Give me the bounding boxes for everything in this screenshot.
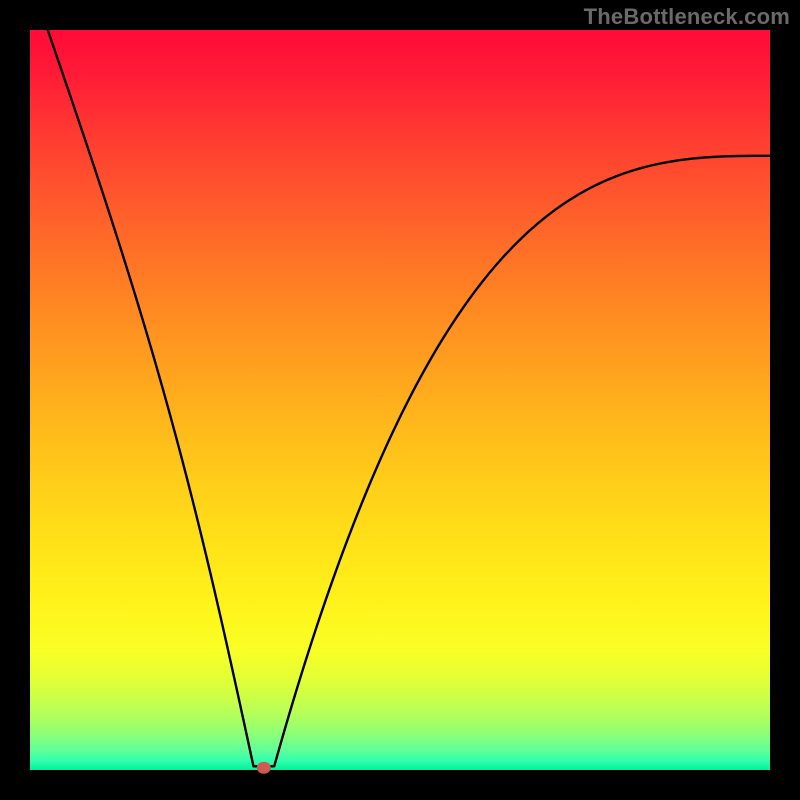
optimal-point-marker bbox=[257, 762, 271, 774]
chart-svg bbox=[0, 0, 800, 800]
plot-area bbox=[30, 30, 770, 770]
watermark-text: TheBottleneck.com bbox=[584, 4, 790, 30]
chart-container: TheBottleneck.com bbox=[0, 0, 800, 800]
